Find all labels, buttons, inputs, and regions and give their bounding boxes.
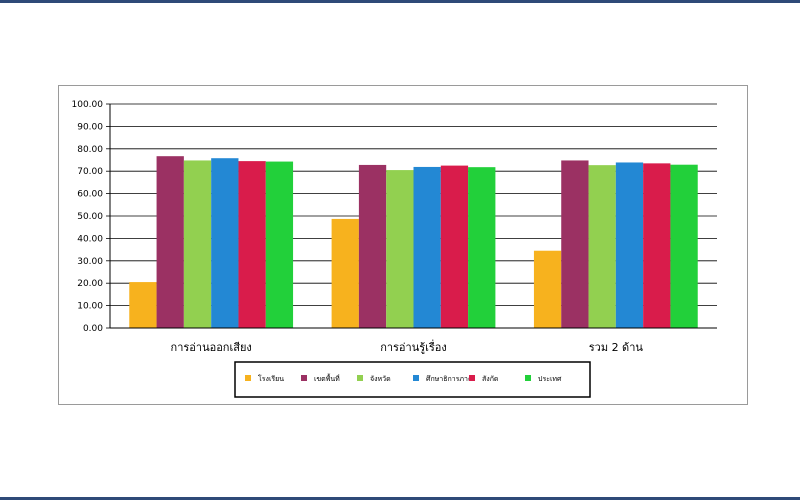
bar: [331, 218, 359, 328]
bar: [643, 163, 671, 328]
top-border: [0, 0, 800, 3]
y-tick-label: 90.00: [77, 122, 103, 132]
legend-label: สังกัด: [482, 375, 498, 383]
bottom-border: [0, 497, 800, 500]
legend-swatch: [525, 375, 531, 381]
legend-label: ศึกษาธิการภาค: [426, 374, 473, 383]
bar: [211, 158, 239, 328]
bar: [468, 167, 496, 328]
axes: 0.00 10.00 20.00 30.00 40.00 50.00 60.00 70.00 8…: [72, 100, 717, 354]
bar: [358, 164, 387, 328]
bar: [156, 156, 184, 328]
legend-swatch: [245, 375, 251, 381]
bar: [386, 170, 414, 328]
x-category-label: รวม 2 ด้าน: [589, 341, 644, 354]
bar: [440, 165, 469, 328]
legend-swatch: [469, 375, 475, 381]
y-tick-label: 70.00: [77, 167, 103, 177]
legend-box: [234, 361, 591, 398]
x-category-label: การอ่านรู้เรื่อง: [380, 339, 447, 354]
bar: [413, 166, 441, 328]
y-tick-label: 60.00: [77, 190, 103, 200]
bars: [129, 156, 698, 328]
y-tick-label: 40.00: [77, 234, 103, 244]
legend-label: ประเทศ: [538, 375, 562, 383]
y-tick-label: 100.00: [72, 100, 104, 110]
legend-label: จังหวัด: [370, 375, 391, 383]
legend-swatch: [301, 375, 307, 381]
legend-label: โรงเรียน: [258, 374, 284, 383]
y-tick-label: 50.00: [77, 212, 103, 222]
y-tick-label: 80.00: [77, 145, 103, 155]
bar: [183, 160, 212, 328]
bar: [129, 282, 157, 328]
legend-label: เขตพื้นที่: [314, 372, 340, 383]
bar: [533, 250, 562, 328]
bar: [265, 161, 294, 328]
y-tick-label: 20.00: [77, 279, 103, 289]
x-category-label: การอ่านออกเสียง: [171, 341, 252, 354]
bar: [561, 160, 589, 328]
bar: [588, 165, 616, 328]
y-tick-label: 30.00: [77, 257, 103, 267]
legend-swatch: [357, 375, 363, 381]
y-tick-label: 0.00: [83, 324, 103, 334]
y-tick-label: 10.00: [77, 302, 103, 312]
bar: [238, 161, 266, 328]
legend-swatch: [413, 375, 419, 381]
bar: [615, 162, 644, 328]
legend: โรงเรียน เขตพื้นที่ จังหวัด ศึกษาธิการภาค สั…: [234, 361, 591, 398]
bar: [670, 164, 698, 328]
